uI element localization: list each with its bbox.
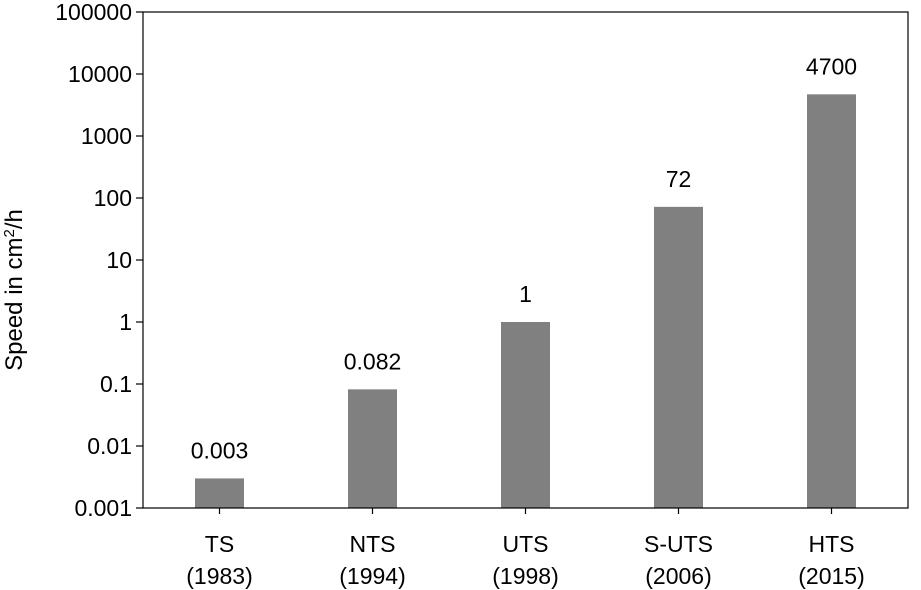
bar-hts [807,94,856,509]
bar-nts [348,389,397,508]
y-tick-label: 0.1 [100,371,132,397]
y-tick-label: 10 [106,247,132,273]
y-tick-label: 0.01 [87,433,132,459]
bar-s-uts [654,206,703,508]
y-tick-label: 100 [94,185,132,211]
data-label: 72 [666,166,692,192]
x-category-label: TS [205,531,234,557]
bar-ts [195,478,244,508]
bar-uts [501,322,550,508]
y-axis-title-superscript: 2 [1,229,18,237]
y-tick-label: 1000 [81,123,132,149]
y-tick-label: 10000 [68,61,132,87]
data-label: 0.082 [344,348,402,374]
x-category-label: HTS [809,531,855,557]
data-label: 0.003 [191,437,249,463]
x-category-year: (1998) [492,563,558,589]
x-category-year: (2015) [798,563,864,589]
y-axis-title-text: Speed in cm [1,237,28,370]
x-category-year: (2006) [645,563,711,589]
x-category-year: (1994) [339,563,405,589]
y-tick-label: 1 [119,309,132,335]
x-category-label: UTS [503,531,549,557]
x-category-year: (1983) [186,563,252,589]
y-tick-label: 100000 [55,0,132,25]
y-axis-title-suffix: /h [1,209,28,229]
x-category-label: NTS [350,531,396,557]
data-label: 4700 [806,53,857,79]
y-tick-label: 0.001 [74,495,132,521]
y-axis-title: Speed in cm2/h [1,209,29,371]
data-label: 1 [519,281,532,307]
x-category-label: S-UTS [644,531,713,557]
